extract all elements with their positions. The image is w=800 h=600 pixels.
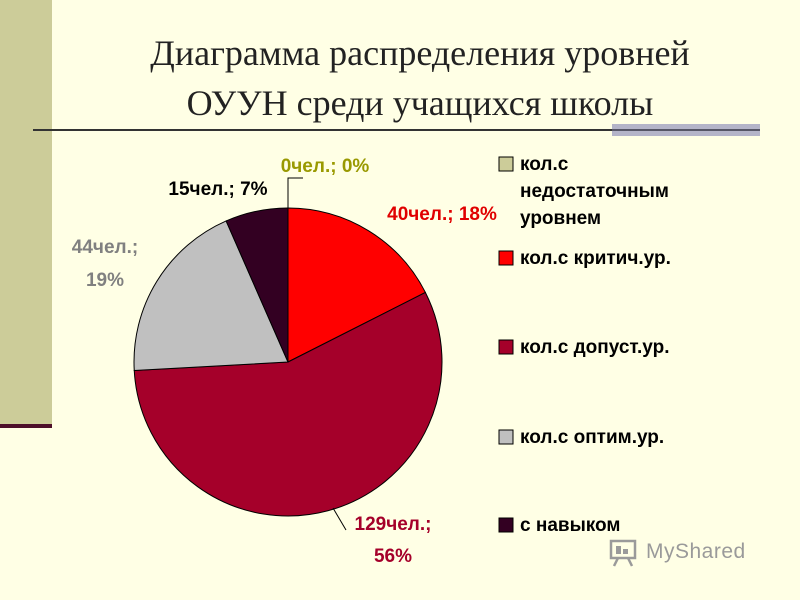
watermark: MyShared (608, 536, 768, 572)
title-line-2: ОУУН среди учащихся школы (186, 83, 654, 123)
left-decor-line (0, 424, 52, 428)
label-slice-acceptable-count: 129чел.; (355, 514, 432, 535)
leader-line-acceptable (332, 507, 347, 531)
title-line-1: Диаграмма распределения уровней (150, 33, 690, 73)
pie-slices (133, 207, 443, 517)
title-rule-accent-line (612, 129, 760, 131)
legend-swatch-skill (498, 517, 514, 533)
label-slice-critical: 40чел.; 18% (387, 204, 497, 225)
pie-leader-lines (287, 177, 347, 531)
label-slice-acceptable-percent: 56% (374, 546, 412, 567)
label-slice-optimal-count: 44чел.; (72, 237, 138, 258)
label-slice-insufficient: 0чел.; 0% (281, 156, 370, 177)
label-slice-skill: 15чел.; 7% (168, 179, 267, 200)
pie-slice-optimal (133, 220, 289, 372)
title-rule (33, 129, 760, 131)
pie-slice-critical (287, 207, 427, 363)
legend-swatch-optimal (498, 429, 514, 445)
leader-line-insufficient (287, 177, 303, 208)
legend-label-acceptable: кол.с допуст.ур. (520, 337, 670, 358)
legend-label-insufficient-2: недостаточным (520, 181, 669, 202)
presentation-icon (609, 539, 637, 567)
legend: кол.с недостаточным уровнем кол.с критич… (498, 154, 671, 536)
left-decor-band (0, 0, 52, 425)
pie-slice-acceptable (133, 291, 443, 517)
legend-label-skill: с навыком (520, 515, 620, 536)
legend-label-insufficient-3: уровнем (520, 208, 601, 229)
legend-swatch-insufficient (498, 156, 514, 172)
label-slice-optimal-percent: 19% (86, 270, 124, 291)
legend-swatch-acceptable (498, 339, 514, 355)
legend-swatch-critical (498, 250, 514, 266)
legend-label-optimal: кол.с оптим.ур. (520, 427, 664, 448)
page-title: Диаграмма распределения уровней ОУУН сре… (60, 28, 780, 128)
watermark-text: MyShared (646, 540, 746, 563)
legend-label-critical: кол.с критич.ур. (520, 248, 671, 269)
pie-slice-skill (225, 207, 289, 363)
legend-label-insufficient-1: кол.с (520, 154, 569, 175)
